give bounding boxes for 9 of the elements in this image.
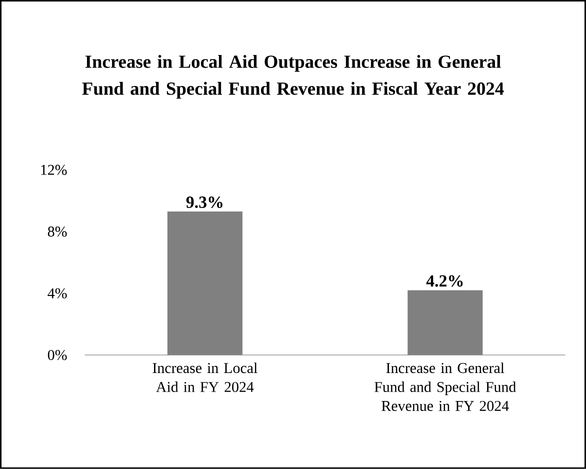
y-tick-label: 4% — [48, 288, 67, 298]
chart-title: Increase in Local Aid Outpaces Increase in General Fund and Special Fund Revenue in Fiscal Year 2024 — [82, 55, 504, 99]
y-tick-label: 12% — [41, 164, 67, 176]
data-label: 9.3% — [186, 196, 222, 208]
x-tick-label: Increase in General Fund and Special Fund Revenue in FY 2024 — [374, 362, 516, 412]
data-label: 4.2% — [426, 275, 463, 287]
y-tick-label: 0% — [48, 350, 67, 360]
x-tick-label: Increase in Local Aid in FY 2024 — [152, 362, 258, 392]
y-tick-label: 8% — [48, 226, 67, 237]
